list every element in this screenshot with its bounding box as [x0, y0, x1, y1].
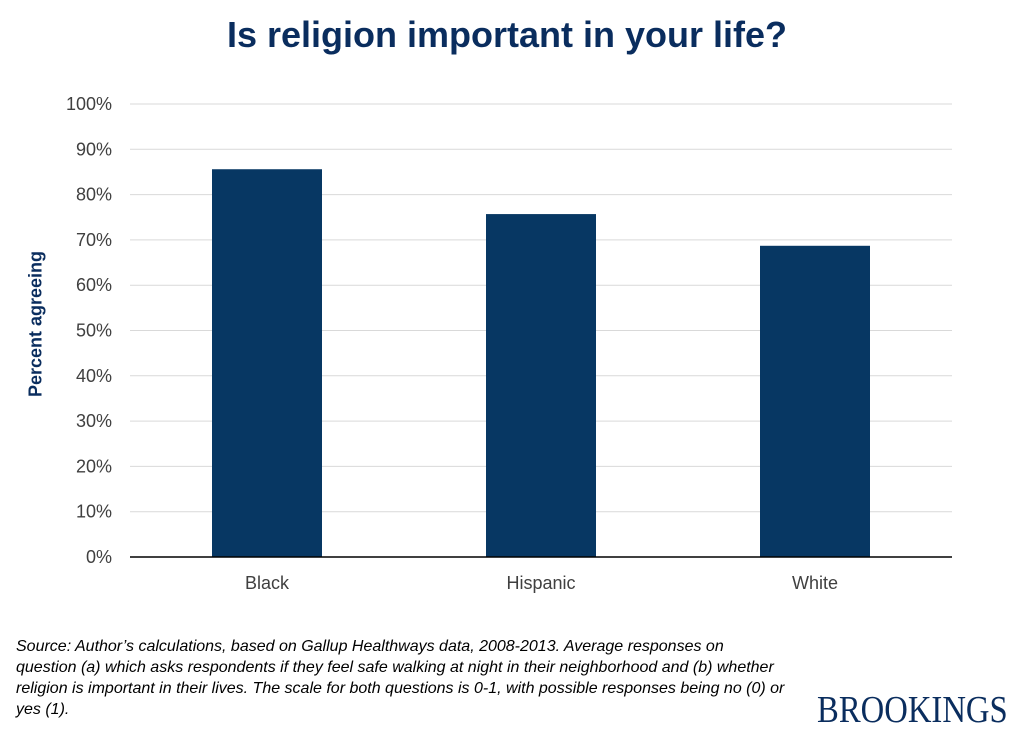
x-tick-label: White — [792, 573, 838, 593]
chart-title: Is religion important in your life? — [226, 14, 788, 55]
bar-white — [760, 245, 870, 557]
source-note: Source: Author’s calculations, based on … — [16, 638, 785, 718]
y-tick-label: 10% — [76, 502, 112, 522]
y-tick-label: 0% — [86, 547, 112, 567]
y-tick-label: 90% — [76, 139, 112, 159]
y-tick-label: 20% — [76, 456, 112, 476]
y-tick-label: 80% — [76, 185, 112, 205]
bar-chart: 0% 10% 20% 30% 40% 50% 60% 70% 80% 90% 100% Black Hi… — [66, 94, 952, 593]
x-tick-label: Hispanic — [506, 573, 575, 593]
y-tick-label: 30% — [76, 411, 112, 431]
y-tick-label: 60% — [76, 275, 112, 295]
y-tick-label: 100% — [66, 94, 112, 114]
brookings-logo: BROOKINGS — [817, 689, 1008, 731]
bar-hispanic — [486, 214, 596, 558]
y-tick-label: 40% — [76, 366, 112, 386]
bar-black — [212, 169, 322, 557]
x-tick-label: Black — [245, 573, 290, 593]
y-tick-label: 50% — [76, 321, 112, 341]
y-tick-label: 70% — [76, 230, 112, 250]
